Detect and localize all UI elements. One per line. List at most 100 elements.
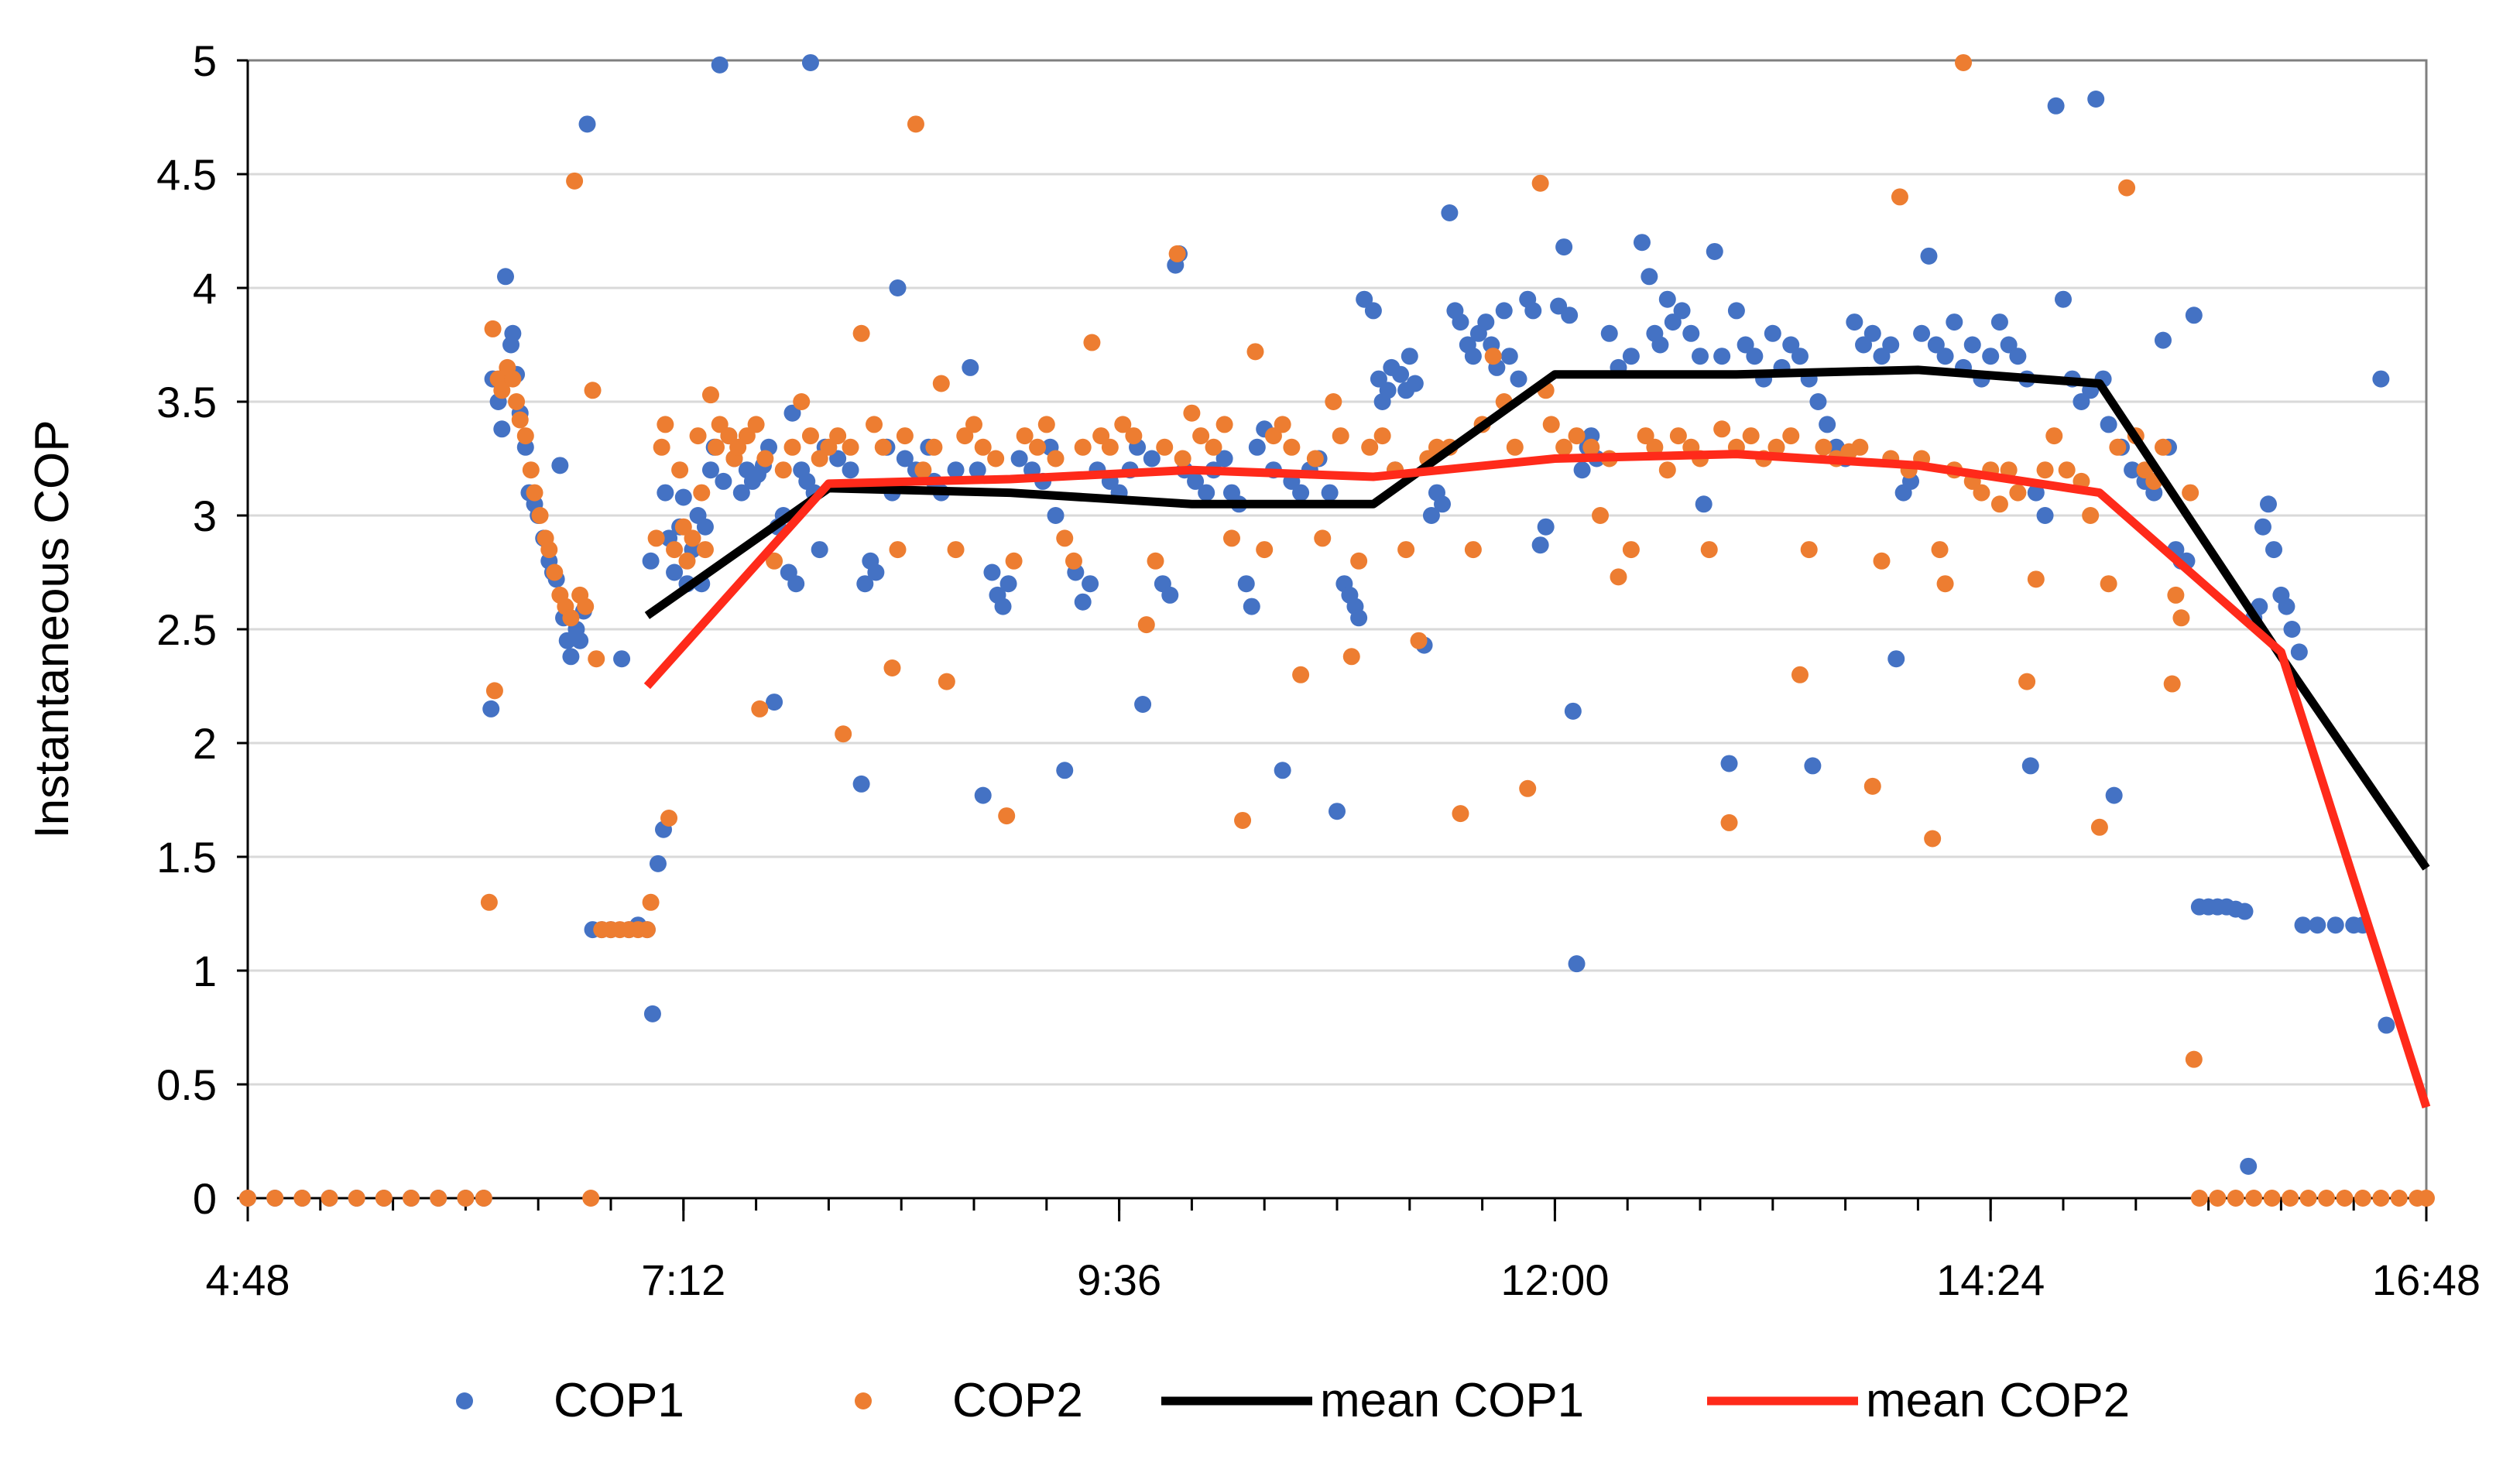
data-point: [1637, 427, 1654, 445]
data-point: [1882, 336, 1900, 354]
data-point: [1682, 324, 1700, 342]
data-point: [2036, 507, 2054, 524]
data-point: [647, 529, 665, 547]
data-point: [1651, 336, 1669, 354]
data-point: [1982, 348, 2000, 365]
legend-marker: [855, 1392, 872, 1409]
data-point: [1955, 53, 1973, 71]
data-point: [907, 115, 924, 133]
data-point: [2154, 331, 2172, 349]
data-point: [1561, 307, 1579, 324]
data-point: [1990, 495, 2008, 513]
data-point: [1500, 348, 1518, 365]
data-point: [1306, 450, 1324, 467]
data-point: [1256, 541, 1274, 559]
data-point: [820, 438, 838, 456]
data-point: [711, 56, 729, 74]
data-point: [1564, 702, 1582, 720]
data-point: [485, 682, 503, 700]
series-line-mean-cop2: [643, 450, 2431, 1109]
data-point: [1379, 382, 1397, 399]
data-point: [2172, 609, 2190, 627]
data-point: [974, 786, 992, 804]
data-point: [1819, 416, 1836, 433]
data-point: [1187, 472, 1205, 490]
data-point: [2326, 916, 2344, 934]
data-point: [2036, 461, 2054, 479]
data-point: [504, 324, 522, 342]
data-point: [266, 1190, 284, 1207]
data-point: [2263, 1190, 2281, 1207]
data-point: [1555, 238, 1573, 256]
data-point: [1873, 552, 1891, 570]
data-point: [1920, 247, 1938, 265]
data-point: [1873, 348, 1891, 365]
data-point: [1134, 696, 1152, 714]
data-point: [1973, 484, 1990, 502]
y-tick-label: 1: [193, 947, 217, 995]
data-point: [348, 1190, 365, 1207]
data-point: [1147, 552, 1164, 570]
data-point: [1243, 598, 1260, 615]
data-point: [1373, 427, 1391, 445]
data-point: [842, 461, 859, 479]
data-point: [642, 552, 660, 570]
data-point: [540, 541, 558, 559]
data-point: [801, 53, 819, 71]
data-point: [653, 438, 670, 456]
data-point: [1056, 529, 1074, 547]
legend-item: mean COP2: [1707, 1374, 2130, 1427]
legend-item: COP1: [456, 1374, 684, 1427]
data-point: [2240, 1157, 2258, 1175]
data-point: [1622, 541, 1640, 559]
series-cop2: [239, 53, 2435, 1207]
data-point: [551, 457, 569, 474]
data-point: [2185, 307, 2203, 324]
data-point: [1673, 302, 1691, 320]
data-point: [1234, 811, 1252, 829]
data-point: [852, 775, 870, 793]
data-point: [1434, 495, 1452, 513]
data-point: [1248, 438, 1266, 456]
data-point: [2105, 786, 2123, 804]
data-point: [1183, 404, 1201, 422]
data-point: [2227, 1190, 2244, 1207]
data-point: [729, 438, 747, 456]
data-point: [2100, 416, 2117, 433]
data-point: [829, 450, 847, 467]
data-point: [1047, 450, 1065, 467]
data-point: [1452, 805, 1469, 823]
data-point: [546, 563, 564, 581]
data-point: [577, 598, 595, 615]
data-point: [711, 416, 729, 433]
data-point: [1600, 324, 1618, 342]
data-point: [1292, 484, 1310, 502]
data-point: [1477, 313, 1495, 331]
data-point: [1658, 290, 1676, 308]
data-point: [2318, 1190, 2336, 1207]
data-point: [1713, 420, 1731, 438]
data-point: [1555, 438, 1573, 456]
data-point: [1582, 438, 1600, 456]
data-point: [2009, 348, 2027, 365]
data-point: [1065, 552, 1082, 570]
data-point: [1846, 313, 1863, 331]
data-point: [2027, 570, 2045, 588]
data-point: [1137, 616, 1155, 634]
data-point: [578, 115, 596, 133]
data-point: [766, 552, 783, 570]
data-point: [747, 416, 765, 433]
data-point: [1484, 348, 1502, 365]
data-point: [2265, 541, 2283, 559]
data-point: [375, 1190, 393, 1207]
data-point: [582, 1190, 600, 1207]
data-point: [2090, 818, 2108, 836]
data-point: [835, 725, 852, 743]
data-point: [1350, 609, 1368, 627]
x-tick-label: 4:48: [206, 1255, 290, 1304]
data-point: [914, 461, 932, 479]
data-point: [1016, 427, 1034, 445]
data-point: [1441, 204, 1459, 221]
data-point: [1815, 438, 1833, 456]
